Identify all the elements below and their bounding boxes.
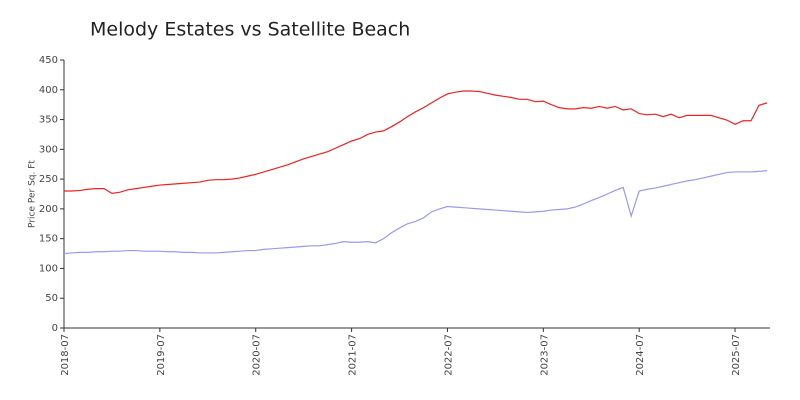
y-tick-label: 50 bbox=[45, 293, 58, 304]
x-tick-label: 2023-07 bbox=[539, 334, 550, 376]
y-tick-label: 200 bbox=[39, 204, 58, 215]
x-tick-label: 2022-07 bbox=[443, 334, 454, 376]
y-tick-label: 350 bbox=[39, 115, 58, 126]
y-axis-label: Price Per Sq. Ft bbox=[28, 160, 38, 228]
x-tick-label: 2020-07 bbox=[252, 334, 263, 376]
x-tick-label: 2024-07 bbox=[635, 334, 646, 376]
x-tick-label: 2021-07 bbox=[348, 334, 359, 376]
y-tick-label: 100 bbox=[39, 263, 58, 274]
y-tick-label: 250 bbox=[39, 174, 58, 185]
x-tick-label: 2019-07 bbox=[156, 334, 167, 376]
y-tick-label: 300 bbox=[39, 144, 58, 155]
series-line bbox=[64, 90, 768, 195]
y-tick-label: 400 bbox=[39, 85, 58, 96]
x-tick-label: 2018-07 bbox=[60, 334, 71, 376]
chart-title: Melody Estates vs Satellite Beach bbox=[90, 19, 410, 41]
series-line bbox=[63, 170, 768, 255]
y-tick-label: 150 bbox=[39, 234, 58, 245]
x-tick-label: 2025-07 bbox=[731, 334, 742, 376]
y-tick-label: 0 bbox=[52, 323, 58, 334]
y-tick-label: 450 bbox=[39, 55, 58, 66]
